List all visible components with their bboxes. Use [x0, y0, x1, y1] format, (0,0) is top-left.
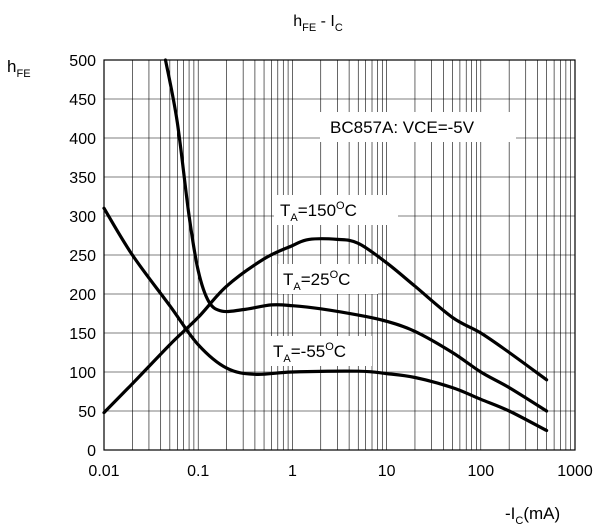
- tick-labels: 0 50 100 150 200 250 300 350 400 450 500 0.01 0.1 1 10…: [69, 53, 593, 480]
- y-tick-label: 450: [69, 92, 96, 109]
- y-tick-label: 300: [69, 209, 96, 226]
- series-line-0: [102, 237, 549, 415]
- y-tick-label: 100: [69, 365, 96, 382]
- x-axis-label: -IC(mA): [505, 504, 560, 527]
- plot-frame: [103, 59, 576, 451]
- y-tick-label: 0: [87, 443, 96, 460]
- x-tick-label: 10: [378, 463, 396, 480]
- y-tick-label: 350: [69, 170, 96, 187]
- chart-title: hFE - IC: [293, 13, 343, 34]
- series-line-1: [163, 58, 549, 413]
- series-label-bg-minus55: [268, 336, 372, 366]
- x-tick-label: 0.1: [187, 463, 209, 480]
- series-label-minus55c: TA=-55OC: [273, 341, 346, 365]
- y-tick-label: 250: [69, 248, 96, 265]
- series-line-2: [102, 206, 549, 433]
- y-tick-label: 50: [78, 404, 96, 421]
- y-tick-label: 400: [69, 131, 96, 148]
- y-tick-label: 150: [69, 326, 96, 343]
- y-axis-label: hFE: [7, 57, 31, 80]
- device-annotation: BC857A: VCE=-5V: [330, 118, 475, 137]
- series-label-bg-25: [278, 264, 378, 294]
- x-tick-label: 0.01: [88, 463, 119, 480]
- x-tick-label: 100: [467, 463, 494, 480]
- series-label-bg-150: [274, 195, 398, 225]
- y-tick-label: 200: [69, 287, 96, 304]
- x-tick-label: 1000: [557, 463, 593, 480]
- series-label-150c: TA=150OC: [280, 200, 357, 224]
- annotation-background: [320, 112, 516, 142]
- y-tick-label: 500: [69, 53, 96, 70]
- series-label-25c: TA=25OC: [283, 269, 350, 293]
- curves: [102, 58, 549, 433]
- series-labels: TA=150OC TA=25OC TA=-55OC: [268, 195, 398, 366]
- x-tick-label: 1: [288, 463, 297, 480]
